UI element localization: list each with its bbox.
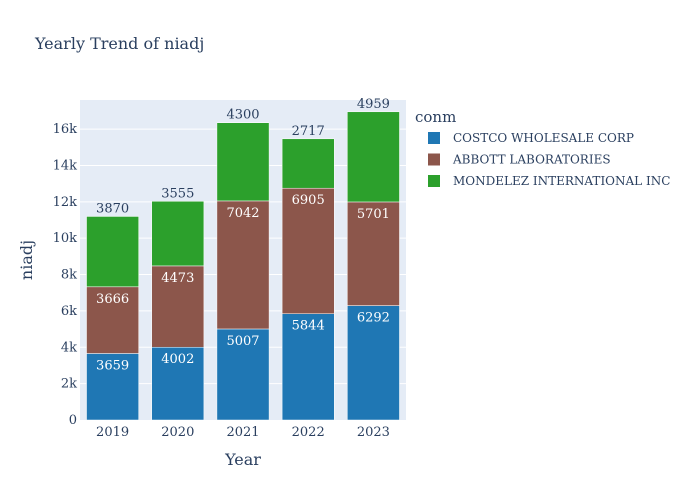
bar-value-label: 3555 [161, 186, 194, 201]
bar-segment [86, 286, 139, 354]
y-tick-label: 16k [53, 122, 78, 137]
bar-segment [281, 313, 335, 421]
bar-value-label: 3659 [96, 358, 129, 373]
x-tick-label: 2020 [161, 425, 194, 440]
bar-segment [86, 353, 139, 421]
bar-value-label: 2717 [292, 124, 325, 139]
x-tick-label: 2022 [292, 425, 325, 440]
bar-value-label: 4002 [161, 352, 194, 367]
bar-value-label: 5701 [357, 207, 390, 222]
bar-value-label: 6292 [357, 311, 390, 326]
bar-segment [216, 122, 270, 202]
y-tick-label: 14k [53, 158, 78, 173]
bar-value-label: 4959 [357, 97, 390, 112]
x-axis-title: Year [224, 450, 261, 469]
y-axis-title: niadj [17, 240, 36, 280]
legend-label: ABBOTT LABORATORIES [452, 153, 611, 167]
bar-labels: 3659 3666 3870 4002 4473 3555 5007 7042 4300 5844… [96, 97, 390, 374]
bar-segment [151, 265, 205, 348]
bar-value-label: 7042 [226, 206, 259, 221]
legend-label: MONDELEZ INTERNATIONAL INC [453, 174, 670, 188]
bar-segment [151, 346, 205, 421]
x-axis-ticks: 2019 2020 2021 2022 2023 [96, 425, 390, 440]
bar-value-label: 3666 [96, 292, 129, 307]
legend-swatch [428, 132, 440, 144]
bar-value-label: 4473 [161, 271, 194, 286]
legend: conm COSTCO WHOLESALE CORP ABBOTT LABORAT… [415, 108, 670, 188]
x-tick-label: 2023 [357, 425, 390, 440]
y-axis-ticks: 0 2k 4k 6k 8k 10k 12k 14k 16k [53, 122, 78, 428]
bar-segment [151, 201, 205, 267]
y-tick-label: 8k [61, 268, 77, 283]
y-tick-label: 0 [69, 413, 77, 428]
bar-segment [347, 305, 400, 421]
bar-segment [347, 111, 400, 203]
legend-title: conm [415, 108, 456, 126]
bar-segment [216, 328, 270, 421]
x-tick-label: 2021 [226, 425, 259, 440]
legend-swatch [428, 153, 440, 166]
y-tick-label: 4k [61, 340, 77, 355]
legend-label: COSTCO WHOLESALE CORP [453, 131, 634, 145]
x-tick-label: 2019 [96, 425, 129, 440]
legend-swatch [428, 175, 440, 187]
bar-value-label: 6905 [292, 193, 325, 208]
bars [86, 111, 400, 421]
bar-segment [281, 138, 335, 189]
bar-value-label: 5844 [292, 319, 325, 334]
y-tick-label: 10k [53, 231, 78, 246]
bar-value-label: 4300 [226, 108, 259, 123]
bar-segment [86, 216, 139, 288]
bar-value-label: 5007 [226, 334, 259, 349]
chart-title: Yearly Trend of niadj [35, 34, 205, 53]
y-tick-label: 2k [61, 377, 77, 392]
bar-segment [347, 201, 400, 306]
bar-segment [281, 187, 335, 314]
y-tick-label: 6k [61, 304, 77, 319]
bar-value-label: 3870 [96, 201, 129, 216]
y-tick-label: 12k [53, 195, 78, 210]
